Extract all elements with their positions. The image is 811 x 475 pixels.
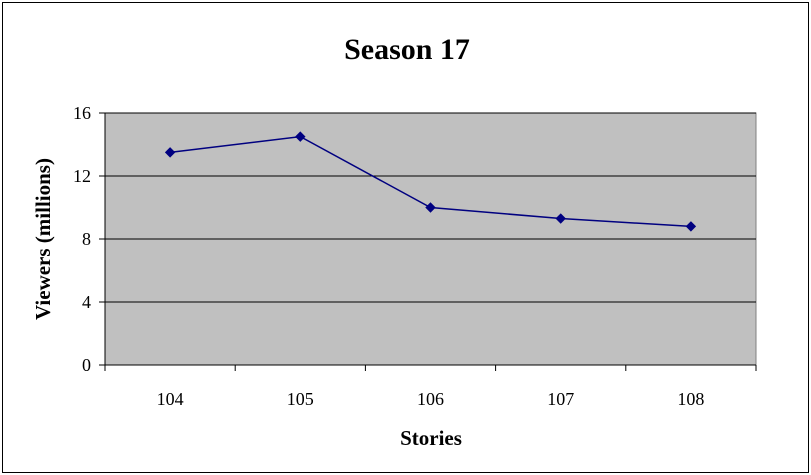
- y-axis-title: Viewers (millions): [31, 158, 55, 320]
- y-tick-label-12: 12: [73, 166, 91, 186]
- data-point-106: [425, 202, 436, 213]
- y-tick-label-0: 0: [82, 355, 91, 375]
- y-tick-label-16: 16: [73, 103, 91, 123]
- data-point-105: [295, 131, 306, 142]
- x-tick-label-105: 105: [287, 389, 314, 409]
- x-tick-label-108: 108: [677, 389, 704, 409]
- gridlines: [105, 112, 756, 303]
- x-tick-label-104: 104: [157, 389, 184, 409]
- x-tick-label-106: 106: [417, 389, 444, 409]
- y-tick-label-4: 4: [82, 292, 91, 312]
- data-point-108: [685, 221, 697, 232]
- series-layer: [164, 131, 697, 232]
- chart-title: Season 17: [344, 33, 470, 66]
- y-tick-label-8: 8: [82, 229, 91, 249]
- line-chart: Season 17 0 4 8 12 16 104 105 106 107 108 Storie…: [31, 33, 757, 450]
- y-tick-labels: 0 4 8 12 16: [73, 103, 91, 375]
- data-point-104: [164, 147, 176, 158]
- data-point-107: [555, 213, 566, 224]
- x-tick-labels: 104 105 106 107 108: [157, 389, 705, 409]
- x-axis-title: Stories: [400, 426, 462, 450]
- axes: [99, 112, 757, 371]
- x-tick-label-107: 107: [547, 389, 574, 409]
